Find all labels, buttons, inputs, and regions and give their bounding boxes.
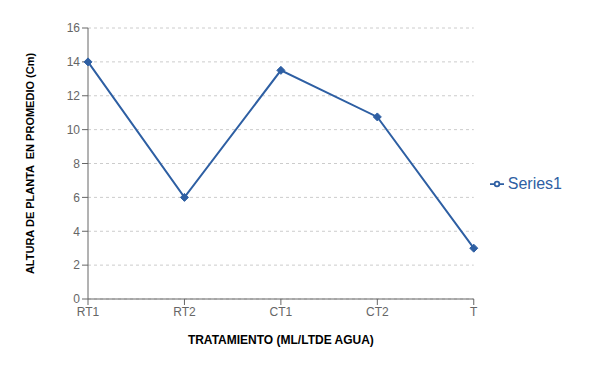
- svg-text:12: 12: [67, 89, 81, 103]
- svg-text:14: 14: [67, 55, 81, 69]
- svg-text:CT2: CT2: [366, 305, 389, 319]
- svg-text:T: T: [470, 305, 478, 319]
- svg-text:RT2: RT2: [173, 305, 196, 319]
- svg-text:8: 8: [73, 157, 80, 171]
- svg-text:2: 2: [73, 258, 80, 272]
- svg-text:ALTURA DE PLANTA EN PROMEDIO: ALTURA DE PLANTA EN PROMEDIO (Cm): [24, 53, 36, 275]
- svg-text:10: 10: [67, 123, 81, 137]
- svg-text:6: 6: [73, 191, 80, 205]
- svg-text:RT1: RT1: [77, 305, 100, 319]
- html-text:Series1: Series1: [507, 174, 562, 192]
- svg-text:TRATAMIENTO (ML/LTDE AGUA): TRATAMIENTO (ML/LTDE AGUA): [188, 333, 374, 347]
- svg-text:4: 4: [73, 225, 80, 239]
- svg-text:0: 0: [73, 292, 80, 306]
- svg-text:16: 16: [67, 21, 81, 35]
- svg-text:CT1: CT1: [270, 305, 293, 319]
